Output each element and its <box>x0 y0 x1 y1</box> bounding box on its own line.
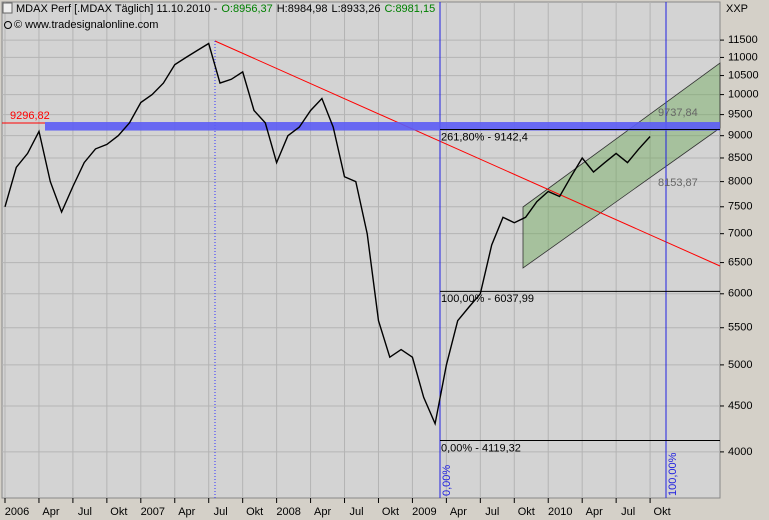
y-tick-label: 7500 <box>728 201 752 213</box>
unit-label: XXP <box>726 3 748 15</box>
x-tick-label: Jul <box>214 506 228 518</box>
x-tick-label: Jul <box>621 506 635 518</box>
y-tick-label: 11000 <box>728 51 758 63</box>
x-tick-label: 2006 <box>5 506 29 518</box>
x-tick-label: Okt <box>246 506 263 518</box>
icon <box>4 21 12 29</box>
channel-label: 9737,84 <box>658 107 698 119</box>
y-tick-label: 6500 <box>728 256 752 268</box>
x-tick-label: 2008 <box>276 506 300 518</box>
x-tick-label: Okt <box>110 506 127 518</box>
y-tick-label: 8000 <box>728 176 752 188</box>
x-tick-label: Okt <box>518 506 535 518</box>
levels <box>2 122 720 441</box>
x-tick-label: Apr <box>450 506 467 518</box>
y-tick-label: 9500 <box>728 108 752 120</box>
y-tick-label: 10500 <box>728 69 759 81</box>
y-tick-label: 5500 <box>728 322 752 334</box>
plot-area <box>1 1 721 499</box>
ohlc-label: O:8956,37 <box>221 3 272 15</box>
resistance-band <box>45 122 720 131</box>
y-tick-label: 9000 <box>728 130 752 142</box>
ohlc-label: H:8984,98 <box>277 3 328 15</box>
x-tick-label: Apr <box>586 506 603 518</box>
x-tick-label: Jul <box>485 506 499 518</box>
y-tick-label: 7000 <box>728 228 752 240</box>
x-tick-label: Jul <box>78 506 92 518</box>
fib-time-label: 0,00% <box>441 465 453 496</box>
level-label: 261,80% - 9142,4 <box>441 131 528 143</box>
x-tick-label: Okt <box>654 506 671 518</box>
ohlc-label: L:8933,26 <box>332 3 381 15</box>
y-tick-label: 4500 <box>728 400 752 412</box>
x-tick-label: Apr <box>314 506 331 518</box>
x-tick-label: 2009 <box>412 506 436 518</box>
y-tick-label: 11500 <box>728 34 758 46</box>
fib-time-label: 100,00% <box>667 452 679 496</box>
trend-line <box>214 40 721 267</box>
chart-title: MDAX Perf [.MDAX Täglich] 11.10.2010 - <box>16 3 218 15</box>
ohlc-label: C:8981,15 <box>384 3 435 15</box>
source: © www.tradesignalonline.com <box>14 19 158 31</box>
y-tick-label: 8500 <box>728 152 752 164</box>
x-tick-label: Apr <box>178 506 195 518</box>
level-label: 0,00% - 4119,32 <box>441 442 521 454</box>
level-label: 100,00% - 6037,99 <box>441 293 534 305</box>
x-tick-label: Apr <box>42 506 59 518</box>
y-tick-label: 10000 <box>728 88 759 100</box>
level-label: 9296,82 <box>10 110 50 122</box>
x-tick-label: 2007 <box>141 506 165 518</box>
channel-label: 8153,87 <box>658 177 698 189</box>
price-line <box>4 42 651 427</box>
price-plot <box>4 42 651 427</box>
y-tick-label: 6000 <box>728 288 752 300</box>
y-tick-label: 4000 <box>728 446 752 458</box>
grid <box>2 2 720 498</box>
icon <box>2 2 13 14</box>
x-tick-label: Jul <box>349 506 363 518</box>
y-tick-label: 5000 <box>728 359 752 371</box>
x-tick-label: 2010 <box>548 506 572 518</box>
x-tick-label: Okt <box>382 506 399 518</box>
